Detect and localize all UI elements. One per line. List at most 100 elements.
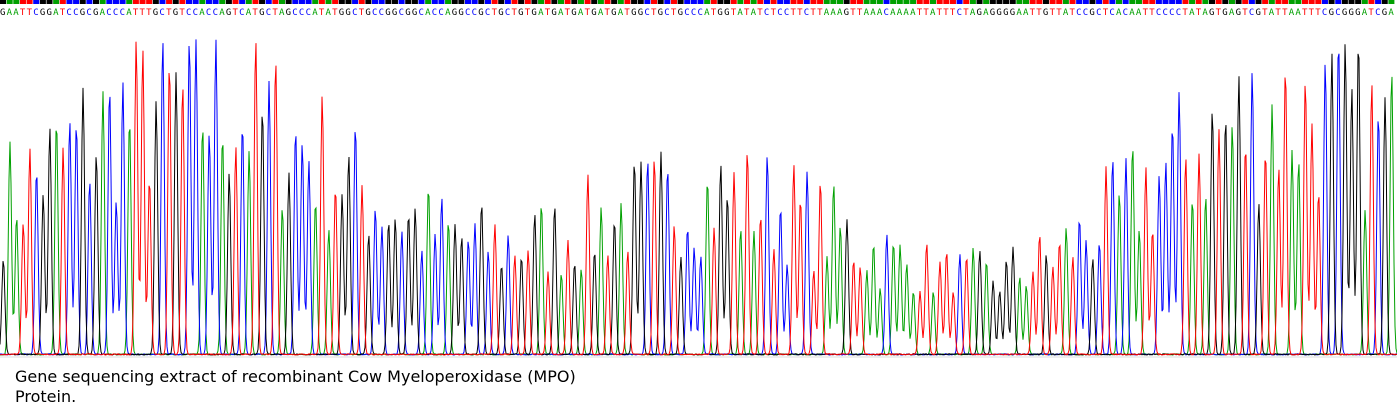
base-bar [850, 0, 857, 4]
base-bar [212, 0, 219, 4]
base-bar [1255, 0, 1262, 4]
base-bar [332, 0, 339, 4]
base-bar [1003, 0, 1010, 4]
base-bar [571, 0, 578, 4]
base-bar [883, 0, 890, 4]
base-bar [471, 0, 478, 4]
base-bar [1328, 0, 1335, 4]
base-bar [245, 0, 252, 4]
base-bar [577, 0, 584, 4]
base-bar [637, 0, 644, 4]
base-bar [352, 0, 359, 4]
base-bar [99, 0, 106, 4]
base-bar [1288, 0, 1295, 4]
base-bar [431, 0, 438, 4]
base-bar [1042, 0, 1049, 4]
base-bar [1142, 0, 1149, 4]
base-bar [0, 0, 7, 4]
base-bar [504, 0, 511, 4]
base-bar [843, 0, 850, 4]
base-bar [1149, 0, 1156, 4]
base-bar [318, 0, 325, 4]
base-bar [936, 0, 943, 4]
base-bar [591, 0, 598, 4]
base-bar [86, 0, 93, 4]
base-bar [531, 0, 538, 4]
base-bar [179, 0, 186, 4]
base-bar [511, 0, 518, 4]
base-bar [730, 0, 737, 4]
base-bar [710, 0, 717, 4]
base-bar [93, 0, 100, 4]
base-bar [438, 0, 445, 4]
base-bar [810, 0, 817, 4]
base-bar [1049, 0, 1056, 4]
base-bar [1302, 0, 1309, 4]
base-bar [1162, 0, 1169, 4]
base-bar [1076, 0, 1083, 4]
base-bar [797, 0, 804, 4]
base-bar [239, 0, 246, 4]
base-bar [172, 0, 179, 4]
base-bar [916, 0, 923, 4]
base-bar [823, 0, 830, 4]
base-bar [1169, 0, 1176, 4]
base-bar [279, 0, 286, 4]
base-bar [1082, 0, 1089, 4]
caption-line: Protein. [15, 387, 76, 406]
base-bar [1355, 0, 1362, 4]
base-bar [611, 0, 618, 4]
base-bar [690, 0, 697, 4]
base-bar [385, 0, 392, 4]
base-bar [1109, 0, 1116, 4]
base-bar [1315, 0, 1322, 4]
base-bar [631, 0, 638, 4]
base-bar [59, 0, 66, 4]
base-bar [1122, 0, 1129, 4]
base-bar [923, 0, 930, 4]
base-bar [910, 0, 917, 4]
base-bar [272, 0, 279, 4]
base-bar [644, 0, 651, 4]
base-bar [285, 0, 292, 4]
base-bar [896, 0, 903, 4]
base-bar [192, 0, 199, 4]
base-bar [1016, 0, 1023, 4]
base-bar [551, 0, 558, 4]
base-bar [1308, 0, 1315, 4]
base-bar [252, 0, 259, 4]
base-bar [152, 0, 159, 4]
base-bar [1215, 0, 1222, 4]
sequence: GAATTCGGATCCGCGACCCATTTGCTGTCCACCAGTCATG… [0, 8, 1394, 18]
base-bar [876, 0, 883, 4]
base-bar [1135, 0, 1142, 4]
base-bar [1228, 0, 1235, 4]
base-bar [930, 0, 937, 4]
base-bar [418, 0, 425, 4]
base-bar [544, 0, 551, 4]
base-bar [73, 0, 80, 4]
base-bar [1368, 0, 1375, 4]
base-bar [856, 0, 863, 4]
base-bar [465, 0, 472, 4]
base-bar [697, 0, 704, 4]
base-bar [126, 0, 133, 4]
base-bar [391, 0, 398, 4]
base-bar [597, 0, 604, 4]
base-bar [398, 0, 405, 4]
base-bar [1102, 0, 1109, 4]
base-bar [79, 0, 86, 4]
base-bar [777, 0, 784, 4]
base-bar [677, 0, 684, 4]
base-bar [783, 0, 790, 4]
base-bar [1116, 0, 1123, 4]
base-bar [305, 0, 312, 4]
base-bar [757, 0, 764, 4]
base-bar [1155, 0, 1162, 4]
base-bar [425, 0, 432, 4]
base-bar [225, 0, 232, 4]
base-bar [1295, 0, 1302, 4]
base-bar [53, 0, 60, 4]
base-bar [199, 0, 206, 4]
base-bar [372, 0, 379, 4]
